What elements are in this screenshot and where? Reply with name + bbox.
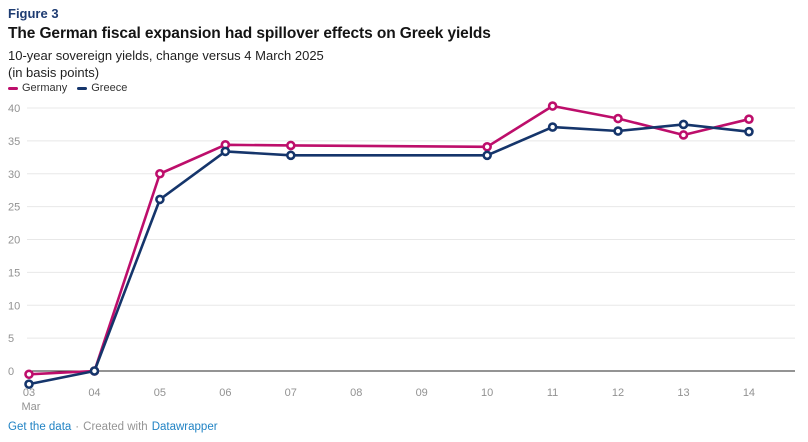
- greece-data-point: [744, 126, 754, 137]
- chart-title: The German fiscal expansion had spillove…: [8, 25, 491, 42]
- x-tick-label: 05: [154, 387, 166, 399]
- x-tick-label: 12: [612, 387, 624, 399]
- y-tick-label: 5: [8, 333, 14, 345]
- greece-data-point: [155, 194, 165, 205]
- germany-data-point: [285, 140, 296, 151]
- legend-label-germany: Germany: [22, 82, 68, 94]
- x-tick-label: 03: [23, 387, 35, 399]
- y-tick-label: 30: [8, 169, 20, 181]
- germany-line-swatch: [8, 86, 18, 90]
- y-tick-label: 10: [8, 300, 20, 312]
- x-axis-month-label: Mar: [22, 401, 41, 413]
- germany-line: [27, 104, 751, 376]
- greece-data-point: [285, 150, 296, 161]
- germany-data-point: [24, 369, 34, 380]
- footer-separator: ·: [75, 421, 80, 433]
- x-tick-label: 13: [677, 387, 689, 399]
- y-tick-label: 40: [8, 103, 20, 115]
- greece-line: [27, 123, 751, 386]
- greece-data-point: [547, 122, 558, 132]
- y-tick-label: 0: [8, 366, 14, 378]
- x-tick-label: 14: [743, 387, 755, 399]
- y-tick-label: 15: [8, 267, 20, 279]
- x-tick-label: 08: [350, 387, 362, 399]
- greece-data-point: [482, 150, 492, 161]
- greece-data-point: [678, 119, 689, 130]
- germany-data-point: [155, 168, 165, 179]
- x-tick-label: 10: [481, 387, 493, 399]
- footer-created-with: Created with: [83, 421, 148, 433]
- greece-data-point: [24, 379, 34, 389]
- legend-item-greece: Greece: [77, 82, 127, 94]
- chart-legend: Germany Greece: [8, 82, 127, 94]
- greece-data-point: [89, 366, 100, 376]
- germany-data-point: [678, 130, 689, 140]
- get-the-data-link[interactable]: Get the data: [8, 421, 72, 433]
- y-tick-label: 25: [8, 202, 20, 214]
- x-tick-label: 09: [416, 387, 428, 399]
- x-tick-label: 07: [285, 387, 297, 399]
- germany-data-point: [482, 141, 492, 152]
- figure-label: Figure 3: [8, 6, 59, 21]
- germany-data-point: [613, 113, 623, 124]
- chart-subtitle: 10-year sovereign yields, change versus …: [8, 48, 324, 63]
- legend-label-greece: Greece: [91, 82, 128, 94]
- x-tick-label: 06: [219, 387, 231, 399]
- chart-footer: Get the data · Created with Datawrapper: [8, 421, 218, 433]
- greece-data-point: [220, 146, 231, 157]
- x-tick-label: 11: [547, 387, 558, 399]
- chart-unit-note: (in basis points): [8, 65, 100, 80]
- y-tick-label: 35: [8, 136, 20, 148]
- legend-item-germany: Germany: [8, 82, 67, 94]
- y-tick-label: 20: [8, 235, 20, 247]
- germany-data-point: [547, 101, 558, 111]
- greece-data-point: [613, 126, 623, 136]
- greece-line-swatch: [77, 86, 88, 90]
- germany-data-point: [744, 114, 754, 124]
- datawrapper-link[interactable]: Datawrapper: [151, 421, 218, 433]
- x-tick-label: 04: [88, 387, 100, 399]
